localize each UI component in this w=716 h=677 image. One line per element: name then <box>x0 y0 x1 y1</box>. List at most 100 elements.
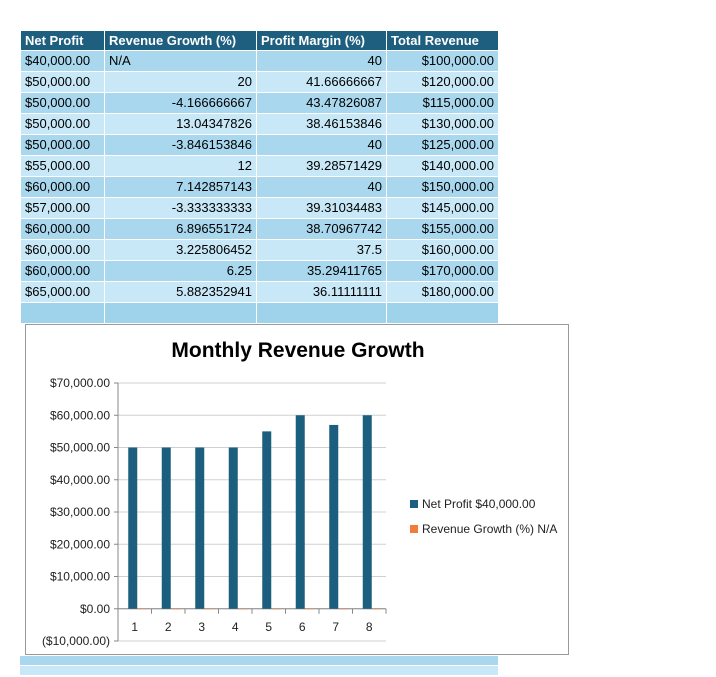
table-row: $60,000.00 6.25 35.29411765 $170,000.00 <box>20 260 499 282</box>
table-row: $55,000.00 12 39.28571429 $140,000.00 <box>20 155 499 177</box>
legend-label-revenue-growth: Revenue Growth (%) N/A <box>422 521 558 536</box>
bar-net-profit <box>195 447 205 609</box>
table-cell[interactable]: 20 <box>104 71 257 93</box>
bar-net-profit <box>295 415 305 609</box>
table-cell[interactable]: $170,000.00 <box>386 260 499 282</box>
y-tick-label: $0.00 <box>80 602 110 616</box>
table-row: $40,000.00 N/A 40 $100,000.00 <box>20 50 499 72</box>
table-cell[interactable]: 40 <box>256 176 387 198</box>
bar-revenue-growth <box>237 608 247 610</box>
table-row[interactable] <box>20 656 498 666</box>
table-row <box>20 302 499 324</box>
bar-revenue-growth <box>137 608 147 610</box>
legend-swatch-net-profit <box>410 499 418 508</box>
table-row: $60,000.00 3.225806452 37.5 $160,000.00 <box>20 239 499 261</box>
y-tick-label: $40,000.00 <box>50 473 110 487</box>
table-cell[interactable]: $60,000.00 <box>20 218 105 240</box>
header-row: Net Profit Revenue Growth (%) Profit Mar… <box>20 30 499 51</box>
table-cell[interactable]: 36.11111111 <box>256 281 387 303</box>
table-cell[interactable]: $55,000.00 <box>20 155 105 177</box>
table-cell[interactable]: $50,000.00 <box>20 92 105 114</box>
table-cell[interactable]: $150,000.00 <box>386 176 499 198</box>
table-cell[interactable]: 41.66666667 <box>256 71 387 93</box>
table-cell[interactable]: N/A <box>104 50 257 72</box>
table-cell[interactable]: 13.04347826 <box>104 113 257 135</box>
table-cell[interactable]: 43.47826087 <box>256 92 387 114</box>
table-row: $65,000.00 5.882352941 36.11111111 $180,000… <box>20 281 499 303</box>
table-cell[interactable]: $140,000.00 <box>386 155 499 177</box>
table-row: $50,000.00 13.04347826 38.46153846 $130,000… <box>20 113 499 135</box>
chart-plot: ($10,000.00) $0.00 $10,000.00 $20,000.00 $30… <box>42 376 387 648</box>
table-cell[interactable]: 38.46153846 <box>256 113 387 135</box>
header-revenue-growth[interactable]: Revenue Growth (%) <box>104 30 257 51</box>
table-cell[interactable]: 6.896551724 <box>104 218 257 240</box>
bar-net-profit <box>329 424 339 609</box>
table-row: $50,000.00 -4.166666667 43.47826087 $115,00… <box>20 92 499 114</box>
table-cell[interactable]: $145,000.00 <box>386 197 499 219</box>
table-cell[interactable] <box>104 302 257 324</box>
legend-item-revenue-growth: Revenue Growth (%) N/A <box>410 516 557 541</box>
bar-net-profit <box>228 447 238 609</box>
table-cell[interactable]: $50,000.00 <box>20 113 105 135</box>
table-cell[interactable]: 37.5 <box>256 239 387 261</box>
header-net-profit[interactable]: Net Profit <box>20 30 105 51</box>
table-cell[interactable]: 3.225806452 <box>104 239 257 261</box>
table-cell[interactable]: $60,000.00 <box>20 239 105 261</box>
table-cell[interactable]: 40 <box>256 134 387 156</box>
y-tick-label: ($10,000.00) <box>42 634 110 648</box>
table-cell[interactable] <box>20 302 105 324</box>
table-cell[interactable]: 12 <box>104 155 257 177</box>
bar-revenue-growth <box>304 608 314 610</box>
table-cell[interactable]: -3.846153846 <box>104 134 257 156</box>
x-tick-label: 7 <box>332 620 339 634</box>
table-cell[interactable]: $40,000.00 <box>20 50 105 72</box>
chart-legend: Net Profit $40,000.00 Revenue Growth (%)… <box>410 491 557 541</box>
table-cell[interactable]: $115,000.00 <box>386 92 499 114</box>
table-cell[interactable]: $160,000.00 <box>386 239 499 261</box>
table-cell[interactable]: -3.333333333 <box>104 197 257 219</box>
legend-swatch-revenue-growth <box>410 524 418 533</box>
table-cell[interactable]: 35.29411765 <box>256 260 387 282</box>
table-cell[interactable]: $180,000.00 <box>386 281 499 303</box>
x-tick-label: 5 <box>265 620 272 634</box>
table-cell[interactable]: 7.142857143 <box>104 176 257 198</box>
x-tick-label: 2 <box>165 620 172 634</box>
table-row[interactable] <box>20 666 498 676</box>
table-cell[interactable] <box>256 302 387 324</box>
table-row: $57,000.00 -3.333333333 39.31034483 $145,00… <box>20 197 499 219</box>
table-cell[interactable] <box>386 302 499 324</box>
table-cell[interactable]: $155,000.00 <box>386 218 499 240</box>
table-cell[interactable]: $120,000.00 <box>386 71 499 93</box>
chart-title: Monthly Revenue Growth <box>171 339 425 362</box>
table-cell[interactable]: $60,000.00 <box>20 260 105 282</box>
y-tick-label: $50,000.00 <box>50 441 110 455</box>
bar-net-profit <box>161 447 171 609</box>
table-cell[interactable]: $130,000.00 <box>386 113 499 135</box>
header-profit-margin[interactable]: Profit Margin (%) <box>256 30 387 51</box>
x-tick-label: 8 <box>366 620 373 634</box>
table-cell[interactable]: 39.31034483 <box>256 197 387 219</box>
revenue-chart[interactable]: Monthly Revenue Growth ($10,000.00) $0.00… <box>25 324 569 655</box>
table-cell[interactable]: $125,000.00 <box>386 134 499 156</box>
table-cell[interactable]: -4.166666667 <box>104 92 257 114</box>
table-cell[interactable]: 38.70967742 <box>256 218 387 240</box>
bar-revenue-growth <box>371 608 381 610</box>
table-cell[interactable]: $50,000.00 <box>20 134 105 156</box>
table-row: $50,000.00 20 41.66666667 $120,000.00 <box>20 71 499 93</box>
header-total-revenue[interactable]: Total Revenue <box>386 30 499 51</box>
table-cell[interactable]: 39.28571429 <box>256 155 387 177</box>
bar-revenue-growth <box>204 608 214 610</box>
table-row: $50,000.00 -3.846153846 40 $125,000.00 <box>20 134 499 156</box>
bar-net-profit <box>128 447 138 609</box>
x-tick-label: 6 <box>299 620 306 634</box>
table-cell[interactable]: $65,000.00 <box>20 281 105 303</box>
table-cell[interactable]: 5.882352941 <box>104 281 257 303</box>
table-cell[interactable]: $100,000.00 <box>386 50 499 72</box>
table-cell[interactable]: $60,000.00 <box>20 176 105 198</box>
bar-net-profit <box>262 431 272 609</box>
table-row: $60,000.00 6.896551724 38.70967742 $155,000… <box>20 218 499 240</box>
table-cell[interactable]: $57,000.00 <box>20 197 105 219</box>
table-cell[interactable]: $50,000.00 <box>20 71 105 93</box>
table-cell[interactable]: 6.25 <box>104 260 257 282</box>
table-cell[interactable]: 40 <box>256 50 387 72</box>
